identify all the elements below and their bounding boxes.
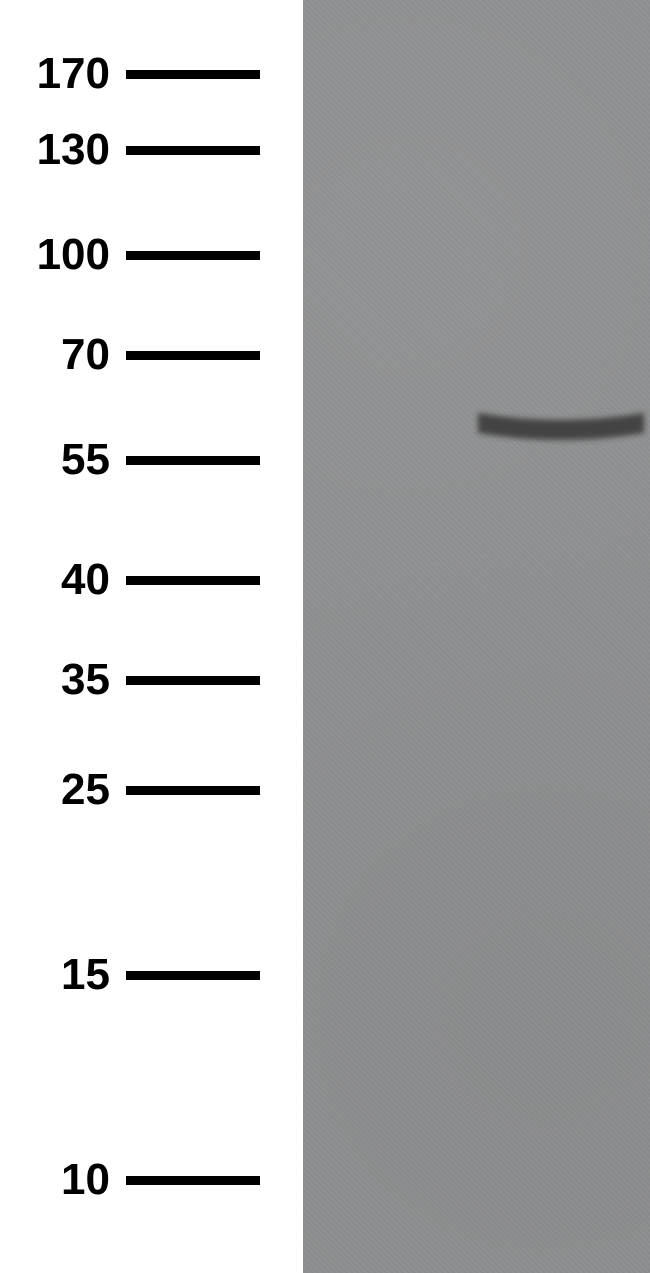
- western-blot-figure: 170 130 100 70 55 40 35 25 15 10: [0, 0, 650, 1273]
- mw-tick-40: [126, 576, 260, 585]
- mw-tick-130: [126, 146, 260, 155]
- mw-tick-25: [126, 786, 260, 795]
- blot-membrane: [303, 0, 650, 1273]
- mw-tick-170: [126, 70, 260, 79]
- mw-tick-100: [126, 251, 260, 260]
- mw-label-15: 15: [0, 950, 110, 1000]
- mw-label-10: 10: [0, 1155, 110, 1205]
- mw-label-70: 70: [0, 330, 110, 380]
- mw-label-170: 170: [0, 49, 110, 99]
- mw-label-40: 40: [0, 555, 110, 605]
- mw-label-35: 35: [0, 655, 110, 705]
- mw-label-25: 25: [0, 765, 110, 815]
- mw-label-100: 100: [0, 230, 110, 280]
- mw-tick-35: [126, 676, 260, 685]
- mw-label-55: 55: [0, 435, 110, 485]
- mw-tick-70: [126, 351, 260, 360]
- band-lane-2: [465, 384, 650, 462]
- mw-tick-55: [126, 456, 260, 465]
- mw-tick-10: [126, 1176, 260, 1185]
- mw-label-130: 130: [0, 125, 110, 175]
- mw-tick-15: [126, 971, 260, 980]
